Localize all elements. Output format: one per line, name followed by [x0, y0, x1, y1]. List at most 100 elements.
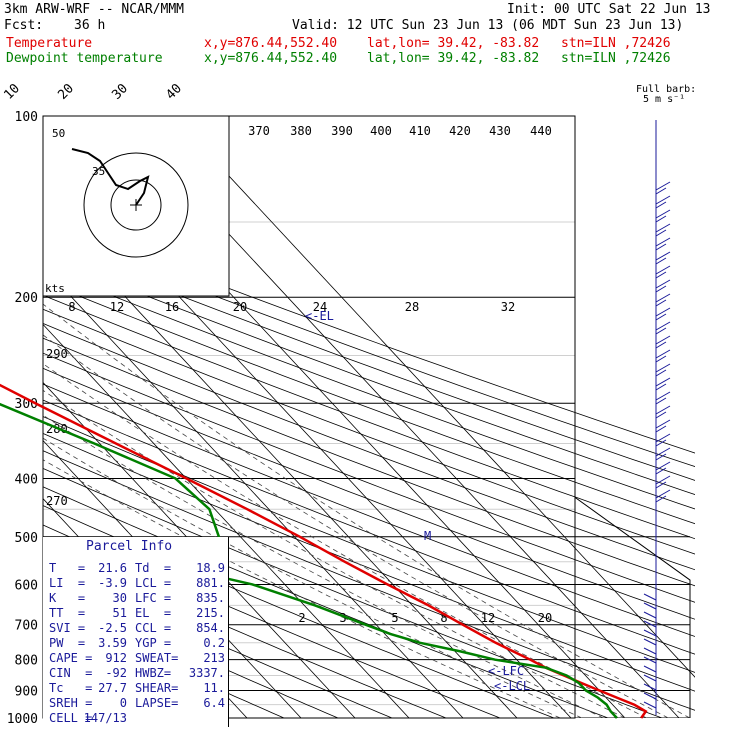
parcel-value: 27.7	[98, 681, 127, 695]
parcel-label: PW =	[49, 636, 86, 650]
dry-adiabat-line	[43, 228, 695, 468]
wind-barb-low	[643, 647, 657, 655]
parcel-value: -3.9	[98, 576, 127, 590]
frame-extension	[574, 496, 691, 718]
wind-barb	[655, 397, 667, 405]
parcel-label: LI =	[49, 576, 86, 590]
dry-adiabat-line	[43, 586, 340, 718]
temperature-xy: x,y=876.44,552.40	[204, 36, 338, 51]
wind-barb	[655, 223, 671, 233]
parcel-value: 3.59	[98, 636, 127, 650]
wind-barb-low	[643, 692, 657, 700]
parcel-value: 912	[105, 651, 127, 665]
wind-barb	[655, 453, 667, 461]
wind-barb	[655, 299, 667, 307]
isobar-label: 200	[15, 291, 38, 306]
wind-barb	[655, 271, 667, 279]
isobar-label: 500	[15, 531, 38, 546]
wind-barb	[655, 377, 671, 387]
wind-barb	[655, 243, 667, 251]
wind-barb	[655, 257, 667, 265]
parcel-value: 215.	[196, 606, 225, 620]
parcel-value: 6.4	[203, 696, 225, 710]
parcel-value: 11.	[203, 681, 225, 695]
dry-adiabat-line	[43, 267, 695, 510]
wind-barb	[655, 313, 667, 321]
temperature-station: stn=ILN ,72426	[561, 36, 671, 51]
wind-barb-low	[643, 683, 657, 691]
theta-label: 440	[530, 124, 552, 138]
wind-barb-low	[643, 602, 657, 610]
wind-barb	[655, 363, 671, 373]
parcel-info-panel: Parcel Info T = 21.6 Td = 18.9 LI = -3.9 LCL =…	[43, 537, 229, 727]
wind-barb	[655, 349, 671, 359]
wind-barb	[655, 475, 671, 485]
el-marker: <-EL	[305, 309, 334, 323]
wind-barb-low	[643, 665, 657, 673]
wind-barb	[655, 425, 667, 433]
wind-barb	[655, 229, 667, 237]
wind-barb	[655, 369, 667, 377]
wind-barb	[655, 279, 671, 289]
wind-barb	[655, 461, 671, 471]
dry-adiabat-line	[43, 486, 610, 718]
wind-barb	[655, 237, 671, 247]
mixing-ratio-label: 20	[233, 300, 247, 314]
wind-barb	[655, 195, 671, 205]
parcel-value: 0	[119, 696, 127, 710]
dry-adiabat-line	[43, 241, 695, 481]
theta-label: 370	[248, 124, 270, 138]
parcel-label: LFC =	[135, 591, 172, 605]
parcel-value: 147/13	[83, 711, 127, 725]
wind-barb	[655, 355, 667, 363]
wind-barb	[655, 411, 667, 419]
mixing-ratio-label: 5	[391, 611, 398, 625]
isobar-label: 800	[15, 654, 38, 669]
isotherm-label: 40	[163, 81, 185, 103]
dry-adiabat-line	[43, 367, 695, 620]
isobar-label: 400	[15, 472, 38, 487]
isotherm-line	[43, 323, 410, 718]
hodograph	[42, 115, 230, 297]
parcel-label: K =	[49, 591, 86, 605]
temperature-legend-label: Temperature	[6, 36, 93, 51]
wind-barb	[655, 181, 671, 191]
wind-barb	[655, 383, 667, 391]
wind-barb	[655, 251, 671, 261]
parcel-label: T =	[49, 561, 86, 575]
moist-adiabat-line	[43, 437, 582, 718]
parcel-value: 51	[112, 606, 127, 620]
mixing-ratio-label: 2	[298, 611, 305, 625]
wind-barb	[655, 327, 667, 335]
mixing-ratio-label: 24	[313, 300, 327, 314]
dry-adiabat-line	[43, 308, 695, 555]
parcel-label: SHEAR=	[135, 681, 179, 695]
parcel-value: 30	[112, 591, 127, 605]
dry-adiabat-line	[43, 337, 695, 587]
isobar-label: 900	[15, 684, 38, 699]
dry-adiabat-line	[43, 254, 695, 495]
wind-barb	[655, 439, 667, 447]
dry-adiabat-line	[43, 432, 695, 692]
dry-adiabat-line	[43, 399, 695, 655]
theta-label: 430	[489, 124, 511, 138]
wind-barb	[655, 447, 671, 457]
barb-legend-value: 5 m s⁻¹	[643, 94, 686, 105]
wind-barb-low	[643, 629, 657, 637]
hodograph-trace	[71, 148, 150, 206]
parcel-value: 0.2	[203, 636, 225, 650]
moist-adiabat-line	[43, 414, 604, 718]
wind-barb	[655, 215, 667, 223]
wind-barb	[655, 495, 667, 503]
mixing-ratio-label: 8	[440, 611, 447, 625]
parcel-label: EL =	[135, 606, 172, 620]
parcel-label: SVI =	[49, 621, 86, 635]
wind-barb-low	[643, 611, 657, 619]
wind-barb	[655, 433, 671, 443]
wind-barb	[655, 321, 671, 331]
parcel-label: LAPSE=	[135, 696, 179, 710]
isotherm-line	[43, 381, 356, 718]
isotherm-line	[43, 265, 464, 718]
parcel-value: 213	[203, 651, 225, 665]
mixing-ratio-label: 28	[405, 300, 419, 314]
